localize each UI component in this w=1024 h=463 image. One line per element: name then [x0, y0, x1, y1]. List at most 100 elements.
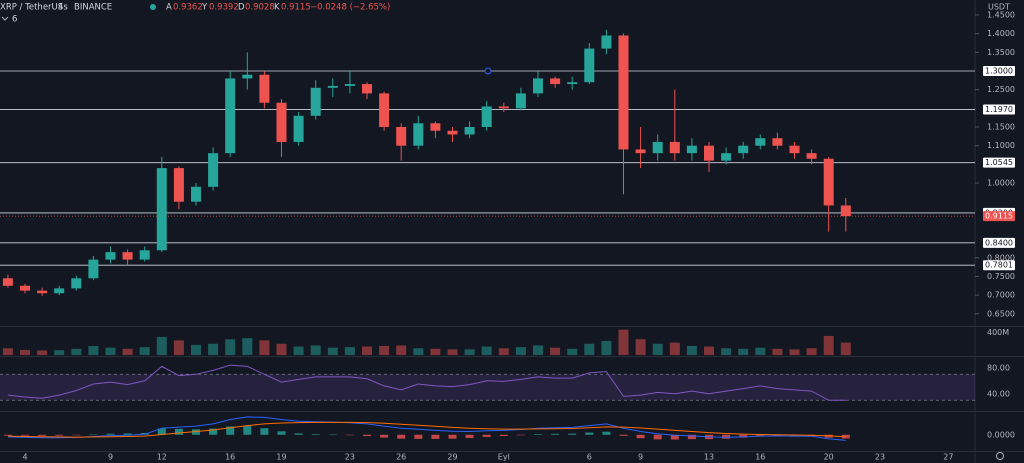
candle-body — [122, 252, 133, 260]
macd-histogram-bar — [482, 434, 491, 437]
ohlc-letter: A — [166, 3, 172, 13]
x-tick-label: 23 — [875, 453, 885, 462]
ohlc-value: 0.9392 — [209, 3, 239, 13]
candle-body — [840, 205, 851, 217]
x-tick-label: 9 — [108, 453, 113, 462]
macd-histogram-bar — [773, 434, 782, 436]
candle-body — [2, 278, 13, 286]
macd-histogram-bar — [192, 429, 200, 435]
candle-body — [686, 145, 697, 154]
volume-bar — [584, 343, 595, 355]
settings-icon[interactable] — [996, 452, 1004, 460]
volume-bar — [71, 348, 82, 355]
macd-histogram-bar — [3, 434, 12, 436]
candle-body — [464, 127, 475, 135]
candle-body — [823, 158, 834, 206]
macd-histogram-bar — [345, 434, 354, 436]
rsi-tick-label: 40.00 — [987, 389, 1010, 398]
volume-tick-label: 400M — [987, 328, 1009, 337]
candle-body — [533, 78, 543, 94]
candle-body — [259, 74, 270, 103]
last-price-box — [983, 211, 1015, 222]
macd-histogram-bar — [311, 434, 320, 435]
macd-histogram-bar — [363, 434, 371, 437]
volume-bar — [755, 347, 766, 355]
last-price-label: 0.9115 — [985, 212, 1013, 221]
volume-bar — [567, 348, 578, 355]
x-tick-label: 27 — [943, 453, 953, 462]
rsi-band — [0, 374, 975, 401]
indicator-count: 6 — [12, 15, 17, 25]
candle-body — [396, 127, 407, 146]
volume-bar — [276, 343, 287, 355]
candle-body — [755, 138, 766, 146]
volume-bar — [738, 348, 749, 355]
candle-body — [669, 141, 680, 154]
macd-histogram-bar — [55, 434, 64, 436]
candle-body — [806, 153, 817, 159]
volume-bar — [652, 343, 663, 355]
symbol[interactable]: XRP / TetherUS — [0, 3, 63, 13]
y-tick-label: 0.8000 — [987, 253, 1015, 262]
macd-histogram-bar — [209, 428, 218, 435]
candle-body — [327, 85, 338, 88]
candle-body — [379, 93, 390, 128]
candle-body — [310, 87, 321, 116]
candle-body — [447, 130, 458, 135]
candle-body — [208, 153, 219, 187]
macd-histogram-bar — [277, 431, 286, 435]
macd-histogram-bar — [687, 434, 696, 440]
volume-bar — [54, 350, 65, 355]
macd-histogram-bar — [516, 434, 525, 436]
candle-body — [567, 82, 578, 85]
macd-histogram-bar — [157, 428, 166, 435]
macd-histogram-bar — [294, 433, 303, 435]
macd-histogram-bar — [38, 434, 47, 436]
ohlc-value: 0.9115 — [281, 3, 311, 13]
macd-histogram-bar — [722, 434, 731, 439]
candle-body — [173, 168, 184, 202]
macd-histogram-bar — [21, 434, 29, 436]
interval[interactable]: 4s — [58, 3, 68, 13]
x-tick-label: 13 — [704, 453, 714, 462]
macd-histogram-bar — [397, 434, 406, 439]
level-label-box — [983, 104, 1015, 115]
candle-body — [105, 252, 116, 260]
volume-bar — [515, 347, 526, 355]
macd-histogram-bar — [568, 433, 577, 435]
y-tick-label: 0.7500 — [987, 272, 1015, 281]
candle-body — [156, 168, 167, 251]
volume-bar — [806, 348, 817, 355]
candle-body — [344, 84, 355, 86]
volume-bar — [225, 339, 236, 355]
volume-bar — [704, 346, 714, 355]
ohlc-value: 0.9028 — [245, 3, 275, 13]
x-tick-label: 23 — [345, 453, 355, 462]
volume-bar — [481, 346, 492, 355]
candle-body — [481, 106, 492, 128]
level-label: 0.8400 — [985, 238, 1013, 247]
candle-body — [430, 123, 441, 131]
volume-bar — [88, 346, 99, 355]
macd-histogram-bar — [739, 434, 748, 438]
macd-histogram-bar — [123, 433, 132, 435]
x-tick-label: 16 — [225, 453, 235, 462]
macd-histogram-bar — [414, 434, 423, 439]
volume-bar — [293, 346, 304, 355]
candle-body — [721, 153, 732, 161]
rsi-tick-label: 80.00 — [987, 363, 1010, 372]
level-label: 1.0545 — [985, 158, 1013, 167]
collapse-chevron[interactable] — [1, 16, 9, 21]
candle-body — [601, 35, 612, 49]
candle-body — [293, 115, 304, 142]
level-label: 1.3000 — [985, 66, 1013, 75]
candle-body — [738, 145, 749, 154]
volume-bar — [772, 348, 783, 355]
volume-bar — [840, 342, 851, 355]
volume-bar — [242, 338, 253, 355]
volume-bar — [618, 329, 629, 355]
macd-histogram-bar — [670, 434, 679, 440]
volume-bar — [156, 337, 167, 355]
x-tick-label: 19 — [276, 453, 286, 462]
